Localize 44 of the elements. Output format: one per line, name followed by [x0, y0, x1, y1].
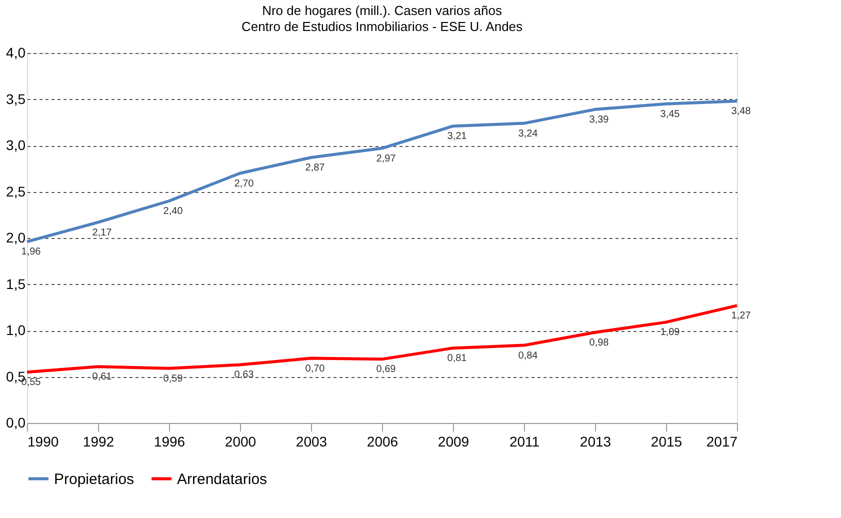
data-label: 1,27	[731, 310, 752, 322]
x-tick-label: 2011	[509, 434, 540, 450]
data-label: 0,61	[92, 372, 112, 383]
chart-subtitle: Centro de Estudios Inmobiliarios - ESE U. Andes	[241, 19, 524, 34]
y-tick-label: 4,0	[6, 44, 26, 60]
y-tick-label: 2,0	[6, 230, 26, 246]
x-tick-label: 1996	[154, 434, 186, 450]
x-tick-label: 2000	[224, 434, 256, 450]
legend-label: Arrendatarios	[177, 470, 268, 488]
data-label: 1,96	[21, 246, 42, 258]
y-tick-label: 0,0	[6, 414, 26, 430]
x-tick-label: 2006	[366, 434, 398, 450]
data-label: 3,48	[731, 106, 752, 118]
data-label: 3,39	[589, 114, 610, 126]
y-tick-label: 1,5	[6, 276, 26, 292]
chart-title: Nro de hogares (mill.). Casen varios años	[262, 3, 502, 18]
data-label: 2,17	[92, 227, 112, 238]
y-tick-label: 3,5	[6, 90, 26, 107]
data-label: 1,09	[660, 327, 680, 338]
data-label: 2,40	[163, 206, 184, 217]
y-tick-label: 1,0	[6, 322, 26, 338]
x-tick-label: 2009	[438, 434, 470, 450]
data-label: 0,81	[447, 353, 468, 364]
x-tick-label: 2003	[296, 434, 328, 450]
data-label: 2,70	[234, 178, 254, 190]
x-tick-label: 1992	[82, 434, 114, 450]
x-tick-label: 2013	[580, 434, 612, 450]
data-label: 0,84	[518, 350, 538, 362]
data-label: 3,45	[660, 108, 680, 120]
data-label: 0,98	[589, 337, 610, 348]
x-tick-label: 2017	[706, 434, 738, 450]
y-tick-label: 2,5	[6, 183, 26, 200]
data-label: 3,24	[518, 128, 538, 140]
data-label: 0,63	[234, 370, 254, 381]
legend-label: Propietarios	[54, 470, 134, 488]
data-label: 3,21	[447, 131, 468, 142]
data-label: 2,97	[376, 153, 396, 164]
x-tick-label: 1990	[28, 434, 59, 450]
data-label: 0,59	[163, 373, 184, 384]
y-tick-label: 3,0	[6, 137, 26, 153]
data-label: 2,87	[305, 162, 326, 174]
x-tick-label: 2015	[650, 434, 682, 450]
data-label: 0,69	[376, 364, 396, 376]
data-label: 0,70	[305, 363, 326, 374]
